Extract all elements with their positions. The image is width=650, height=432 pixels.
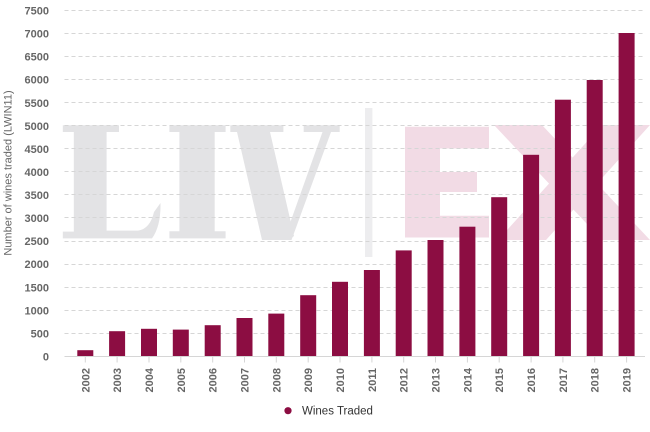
svg-text:2006: 2006 xyxy=(208,368,220,392)
svg-text:2018: 2018 xyxy=(590,368,602,392)
svg-text:7000: 7000 xyxy=(25,29,49,41)
svg-text:2014: 2014 xyxy=(462,367,474,392)
svg-text:2019: 2019 xyxy=(622,368,634,392)
svg-text:3500: 3500 xyxy=(25,190,49,202)
svg-text:2010: 2010 xyxy=(335,368,347,392)
svg-text:4000: 4000 xyxy=(25,167,49,179)
svg-text:2011: 2011 xyxy=(367,368,379,392)
svg-text:2002: 2002 xyxy=(80,368,92,392)
svg-text:2013: 2013 xyxy=(431,368,443,392)
svg-text:2004: 2004 xyxy=(144,367,156,392)
svg-text:5500: 5500 xyxy=(25,98,49,110)
svg-text:2016: 2016 xyxy=(526,368,538,392)
svg-text:2005: 2005 xyxy=(176,368,188,392)
svg-text:2500: 2500 xyxy=(25,236,49,248)
svg-text:2000: 2000 xyxy=(25,259,49,271)
svg-text:6000: 6000 xyxy=(25,75,49,87)
svg-text:5000: 5000 xyxy=(25,121,49,133)
svg-text:2017: 2017 xyxy=(558,368,570,392)
svg-text:2009: 2009 xyxy=(303,368,315,392)
svg-text:500: 500 xyxy=(31,328,49,340)
svg-text:2015: 2015 xyxy=(494,368,506,392)
svg-text:1500: 1500 xyxy=(25,282,49,294)
svg-text:6500: 6500 xyxy=(25,52,49,64)
svg-text:3000: 3000 xyxy=(25,213,49,225)
svg-text:Number of wines traded (LWIN11: Number of wines traded (LWIN11) xyxy=(3,90,15,255)
svg-text:2008: 2008 xyxy=(271,368,283,392)
svg-text:1000: 1000 xyxy=(25,305,49,317)
svg-text:2003: 2003 xyxy=(112,368,124,392)
svg-text:2007: 2007 xyxy=(240,368,252,392)
svg-text:4500: 4500 xyxy=(25,144,49,156)
svg-text:Wines Traded: Wines Traded xyxy=(302,406,373,418)
svg-text:7500: 7500 xyxy=(25,6,49,18)
svg-text:2012: 2012 xyxy=(399,368,411,392)
svg-text:0: 0 xyxy=(43,352,49,364)
